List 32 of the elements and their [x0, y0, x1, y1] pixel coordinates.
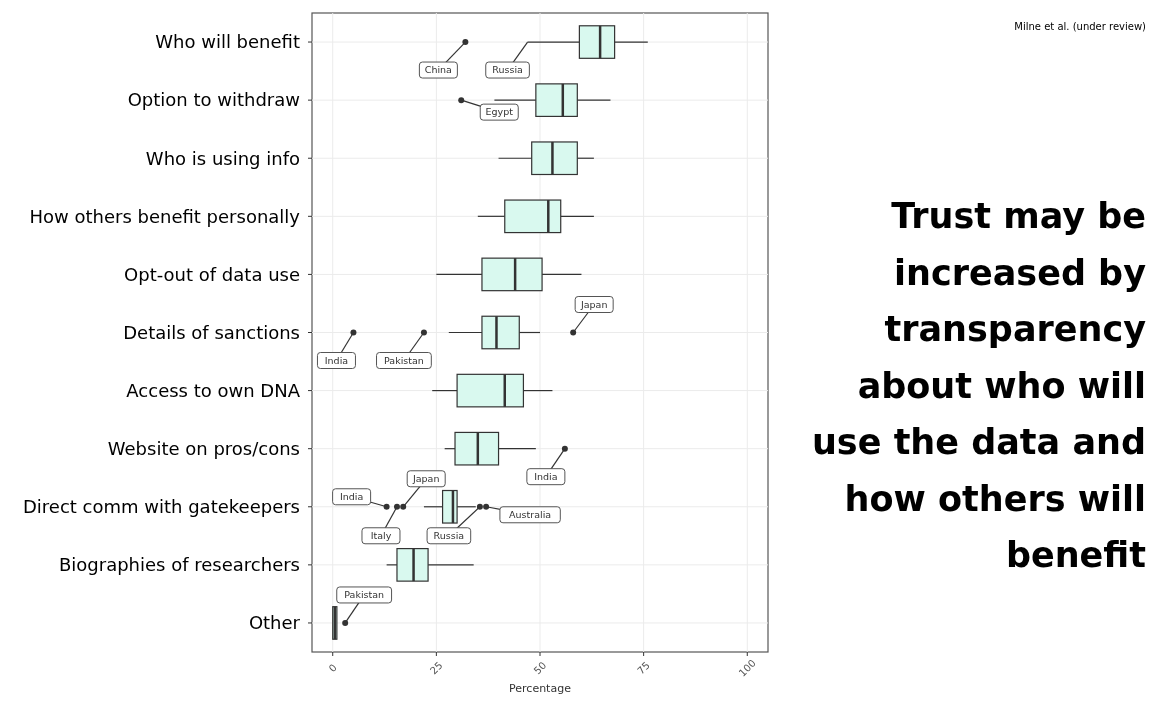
annotation: Australia — [509, 509, 552, 521]
x-tick-label: 75 — [635, 659, 653, 677]
x-tick-label: 100 — [736, 657, 758, 679]
y-tick-label: Direct comm with gatekeepers — [22, 496, 300, 518]
annotation: China — [424, 64, 452, 76]
text: Milne et al. (under review) — [1014, 21, 1147, 32]
x-axis-title: Percentage — [509, 682, 572, 695]
annotation: India — [324, 354, 349, 366]
annotation: Pakistan — [344, 589, 385, 601]
x-tick-label: 25 — [427, 659, 445, 677]
y-tick-label: How others benefit personally — [29, 205, 301, 227]
annotation: Italy — [370, 530, 392, 542]
annotation: Japan — [411, 473, 440, 485]
y-tick-label: Option to withdraw — [127, 89, 300, 111]
x-tick-label: 50 — [531, 659, 549, 677]
annotation: Pakistan — [384, 354, 424, 366]
y-tick-label: Who is using info — [145, 147, 300, 169]
y-tick-label: Other — [248, 612, 301, 634]
annotation: Russia — [492, 64, 523, 76]
y-tick-label: Opt-out of data use — [124, 263, 300, 285]
annotation: Egypt — [485, 106, 514, 118]
annotation: Russia — [433, 530, 465, 542]
x-tick-label: 0 — [326, 661, 339, 675]
y-tick-label: Details of sanctions — [123, 321, 300, 343]
annotation: India — [534, 471, 558, 483]
y-tick-label: Access to own DNA — [126, 379, 301, 401]
text: Trust may be increased by transparency about who will use the data and how others will benefit — [811, 196, 1147, 575]
y-tick-label: Website on pros/cons — [107, 437, 300, 459]
annotation: Japan — [579, 298, 608, 310]
annotation: India — [339, 491, 364, 503]
y-tick-label: Biographies of researchers — [58, 554, 300, 576]
y-tick-label: Who will benefit — [155, 31, 300, 53]
